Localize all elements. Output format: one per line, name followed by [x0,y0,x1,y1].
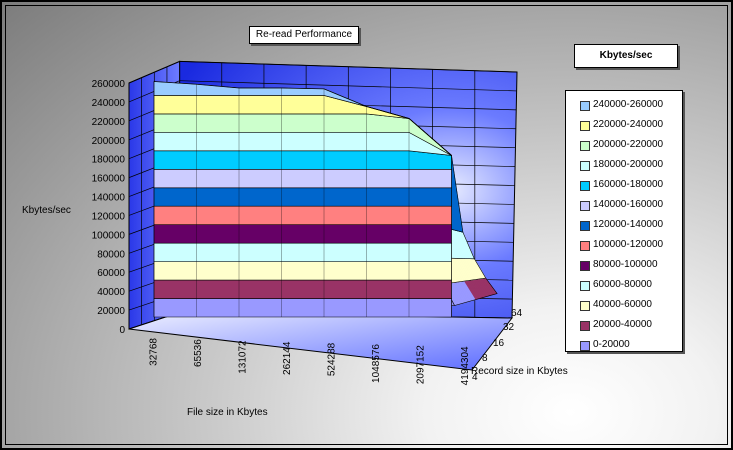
legend-item: 100000-120000 [566,235,682,255]
x-tick-label: 2097152 [416,345,427,384]
y-tick-label: 140000 [92,193,126,204]
surface-band [153,224,452,244]
x-tick-label: 524288 [327,342,338,376]
legend-swatch [580,121,590,131]
x-tick-label: 65536 [193,339,204,367]
record-tick-label: 16 [493,338,505,349]
legend: 240000-260000 220000-240000 200000-220000 1… [565,90,683,352]
legend-swatch [580,341,590,351]
legend-swatch [580,141,590,151]
legend-item: 40000-60000 [566,295,682,315]
legend-label: 20000-40000 [593,319,652,330]
y-axis-title: Kbytes/sec [22,205,71,216]
legend-title: Kbytes/sec [574,44,678,68]
y-tick-label: 240000 [92,98,126,109]
legend-swatch [580,161,590,171]
legend-label: 80000-100000 [593,259,658,270]
x-tick-label: 1048576 [371,344,382,383]
legend-label: 160000-180000 [593,179,664,190]
x-tick-label: 4194304 [460,346,471,385]
y-tick-label: 20000 [97,306,125,317]
legend-item: 240000-260000 [566,95,682,115]
legend-item: 180000-200000 [566,155,682,175]
legend-swatch [580,261,590,271]
surface-band [153,150,452,170]
y-tick-label: 100000 [92,230,126,241]
z-axis-title: Record size in Kbytes [471,366,568,377]
legend-label: 60000-80000 [593,279,652,290]
legend-swatch [580,221,590,231]
record-tick-label: 32 [503,322,515,333]
legend-swatch [580,101,590,111]
record-tick-label: 8 [482,353,488,364]
legend-swatch [580,301,590,311]
y-tick-label: 260000 [92,79,126,90]
y-tick-label: 180000 [92,155,126,166]
legend-swatch [580,281,590,291]
y-tick-label: 80000 [97,249,125,260]
chart-axes: 0 20000 40000 60000 80000 100000 120000 140000 1… [22,79,568,418]
x-tick-label: 32768 [149,338,160,366]
legend-item: 20000-40000 [566,315,682,335]
legend-label: 180000-200000 [593,159,664,170]
legend-label: 140000-160000 [593,199,664,210]
surface-band [153,187,452,207]
legend-label: 200000-220000 [593,139,664,150]
surface-band [153,242,452,262]
y-tick-label: 40000 [97,287,125,298]
legend-swatch [580,241,590,251]
surface-front-face [153,81,452,318]
x-axis-title: File size in Kbytes [187,407,268,418]
chart-title: Re-read Performance [249,26,359,44]
legend-item: 0-20000 [566,335,682,355]
record-tick-label: 4 [472,372,478,383]
legend-swatch [580,201,590,211]
y-tick-label: 120000 [92,211,126,222]
y-tick-label: 160000 [92,174,126,185]
legend-item: 80000-100000 [566,255,682,275]
x-tick-label: 262144 [282,341,293,375]
legend-label: 120000-140000 [593,219,664,230]
surface-plot [153,81,498,318]
surface-band [153,298,452,318]
surface-band [153,169,452,189]
legend-label: 220000-240000 [593,119,664,130]
surface-band [153,205,452,225]
y-tick-label: 60000 [97,268,125,279]
y-tick-label: 220000 [92,117,126,128]
legend-item: 220000-240000 [566,115,682,135]
legend-swatch [580,181,590,191]
surface-band [153,261,452,281]
legend-item: 140000-160000 [566,195,682,215]
floor [128,311,514,371]
legend-label: 240000-260000 [593,99,664,110]
record-tick-label: 64 [511,308,523,319]
legend-swatch [580,321,590,331]
legend-item: 200000-220000 [566,135,682,155]
x-tick-label: 131072 [238,340,249,374]
legend-item: 160000-180000 [566,175,682,195]
legend-item: 60000-80000 [566,275,682,295]
legend-label: 40000-60000 [593,299,652,310]
surface-band [153,81,452,156]
legend-label: 0-20000 [593,339,630,350]
legend-label: 100000-120000 [593,239,664,250]
y-tick-label: 0 [119,325,125,336]
y-tick-label: 200000 [92,136,126,147]
surface-band [153,279,452,299]
legend-item: 120000-140000 [566,215,682,235]
